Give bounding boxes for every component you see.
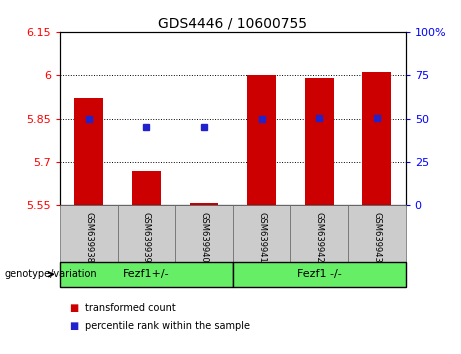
Text: GSM639943: GSM639943 (372, 212, 381, 263)
Text: GSM639942: GSM639942 (315, 212, 324, 263)
Text: GSM639940: GSM639940 (200, 212, 208, 263)
Text: percentile rank within the sample: percentile rank within the sample (85, 321, 250, 331)
Bar (305, 78, 334, 205)
Text: ■: ■ (69, 303, 78, 313)
Text: Fezf1+/-: Fezf1+/- (123, 269, 170, 279)
Bar (132, 171, 161, 205)
Bar (362, 72, 391, 205)
Text: genotype/variation: genotype/variation (5, 269, 97, 279)
Text: Fezf1 -/-: Fezf1 -/- (297, 269, 342, 279)
Bar (247, 75, 276, 205)
Bar (189, 203, 219, 205)
Text: transformed count: transformed count (85, 303, 176, 313)
Text: GSM639941: GSM639941 (257, 212, 266, 263)
Title: GDS4446 / 10600755: GDS4446 / 10600755 (158, 17, 307, 31)
Text: GSM639939: GSM639939 (142, 212, 151, 263)
Text: GSM639938: GSM639938 (84, 212, 93, 263)
Text: ■: ■ (69, 321, 78, 331)
Bar (74, 98, 103, 205)
